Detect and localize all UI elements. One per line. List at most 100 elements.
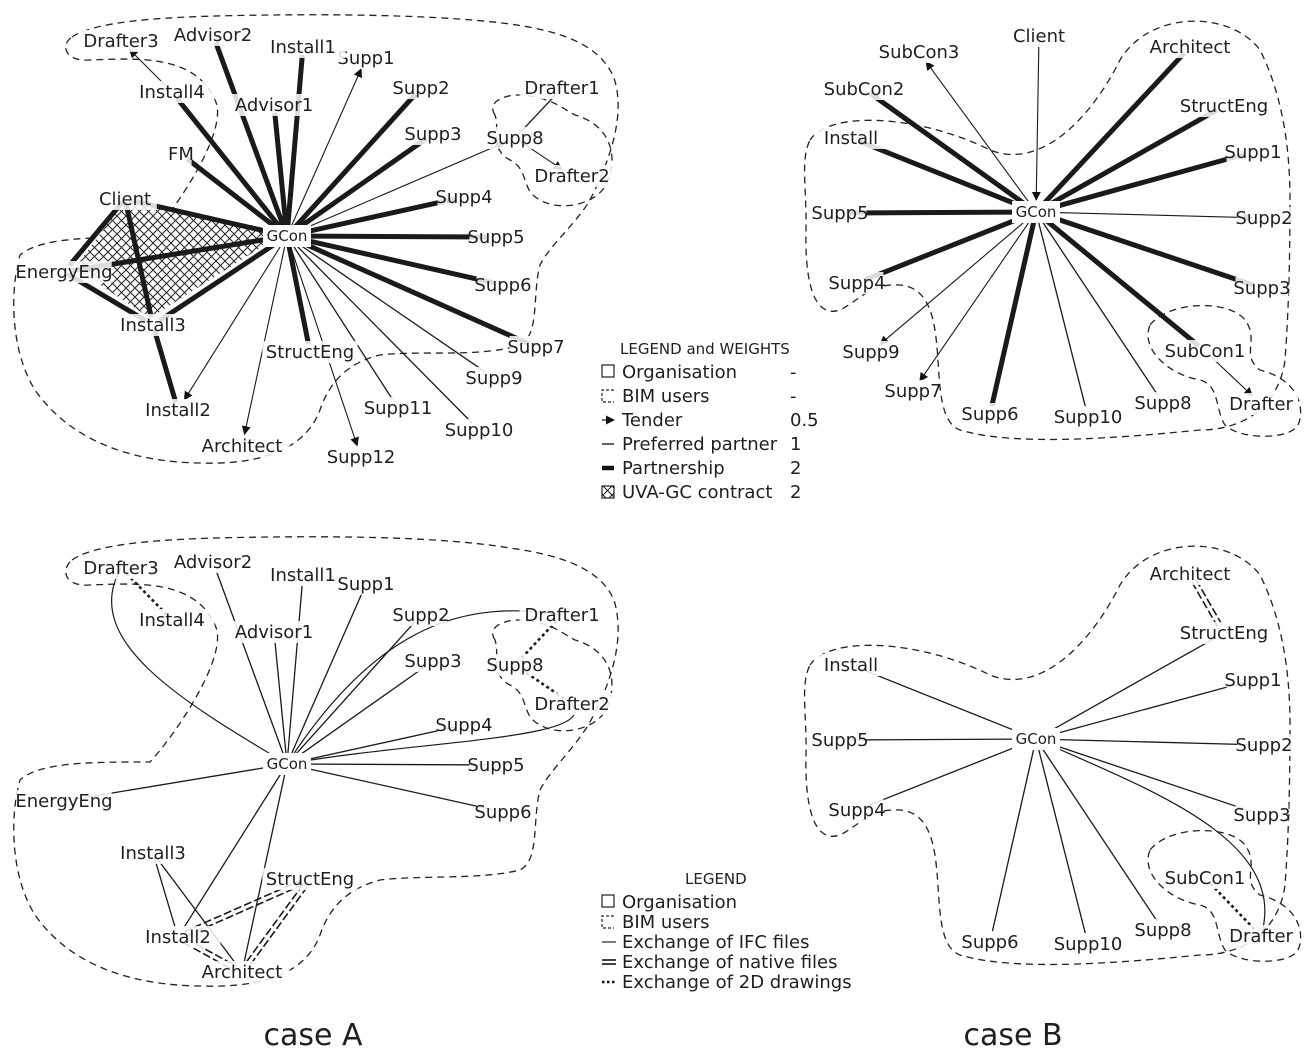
node-label-drafter1: Drafter1 bbox=[524, 78, 599, 99]
tender-edge bbox=[241, 241, 287, 436]
node-label-bg bbox=[135, 926, 221, 948]
drawing-exchange-edge bbox=[1209, 882, 1257, 932]
partnership-edge bbox=[151, 328, 179, 404]
node-label-supp4: Supp4 bbox=[828, 800, 885, 821]
ifc-exchange-edge bbox=[110, 567, 288, 765]
legend-item-label: Preferred partner bbox=[622, 434, 778, 455]
legend-item-label: Organisation bbox=[622, 362, 737, 383]
node-label-bg bbox=[1237, 207, 1291, 229]
node-label-bg bbox=[1226, 669, 1280, 691]
node-label-bg bbox=[476, 274, 530, 296]
node-label-structeng: StructEng bbox=[1180, 96, 1268, 117]
ifc-exchange-edge bbox=[849, 738, 1033, 741]
legend-item-weight: - bbox=[790, 386, 797, 407]
node-label-supp3: Supp3 bbox=[404, 651, 461, 672]
node-label-advisor2: Advisor2 bbox=[174, 552, 252, 573]
partnership-edge bbox=[213, 41, 288, 234]
drawing-exchange-edge bbox=[125, 572, 168, 616]
node-label-bg bbox=[1056, 933, 1120, 955]
node-label-bg bbox=[194, 435, 290, 457]
ifc-exchange-edge bbox=[1039, 739, 1253, 813]
node-label-bg bbox=[813, 127, 889, 149]
partnership-edge bbox=[288, 136, 428, 236]
node-label-bg bbox=[881, 41, 957, 63]
node-label-structeng: StructEng bbox=[266, 869, 354, 890]
native-exchange-edge bbox=[248, 886, 308, 968]
partnership-edge bbox=[1036, 51, 1187, 211]
uva-gc-contract-icon bbox=[601, 485, 615, 499]
legend-item-weight: 2 bbox=[790, 482, 801, 503]
node-label-structeng: StructEng bbox=[266, 342, 354, 363]
node-label-supp10: Supp10 bbox=[1054, 934, 1123, 955]
bim-region-case-b2-subcon bbox=[1147, 829, 1302, 962]
legend-item-weight: - bbox=[790, 362, 797, 383]
organisation-icon bbox=[601, 894, 615, 908]
ifc-exchange-edge bbox=[991, 742, 1036, 933]
node-label-supp3: Supp3 bbox=[1233, 805, 1290, 826]
tender-edge bbox=[1031, 41, 1041, 201]
tender-edge bbox=[925, 60, 1033, 208]
node-label-supp9: Supp9 bbox=[842, 342, 899, 363]
partnership-edge bbox=[290, 234, 496, 286]
node-label-bg bbox=[231, 94, 317, 116]
legend-item-label: Exchange of native files bbox=[622, 952, 837, 973]
node-label-bg bbox=[406, 123, 460, 145]
partnership-edge bbox=[290, 196, 457, 238]
legend-item-label: Exchange of 2D drawings bbox=[622, 972, 852, 993]
node-label-bg bbox=[469, 754, 523, 776]
node-label-drafter: Drafter bbox=[1229, 394, 1293, 415]
node-label-supp8: Supp8 bbox=[486, 128, 543, 149]
partnership-edge bbox=[272, 112, 290, 233]
node-label-bg bbox=[1235, 277, 1289, 299]
legend-exchange-title: LEGEND bbox=[685, 870, 747, 888]
node-label-bg bbox=[844, 341, 898, 363]
legend-weights: LEGEND and WEIGHTS Organisation - BIM us… bbox=[601, 340, 819, 503]
ifc-exchange-edge bbox=[289, 666, 426, 763]
node-label-bg bbox=[488, 654, 542, 676]
legend-item-label: Exchange of IFC files bbox=[622, 932, 810, 953]
bim-region-case-a2-top bbox=[13, 536, 619, 987]
partnership-edge bbox=[857, 138, 1034, 213]
node-label-bg bbox=[170, 551, 256, 573]
nodes-case-b-exchange: GCon Architect StructEng Install Supp1 Supp5 S… bbox=[811, 563, 1299, 955]
partnership-edge bbox=[67, 200, 125, 268]
node-label-bg bbox=[231, 621, 317, 643]
node-label-bg bbox=[194, 961, 290, 983]
node-label-install3: Install3 bbox=[120, 843, 186, 864]
legend-exchange: LEGEND Organisation BIM users Exchange o… bbox=[601, 870, 852, 993]
node-label-supp1: Supp1 bbox=[1224, 142, 1281, 163]
caption-case-a: case A bbox=[263, 1018, 363, 1053]
node-label-drafter1: Drafter1 bbox=[524, 605, 599, 626]
node-label-bg bbox=[437, 714, 491, 736]
node-label-client: Client bbox=[99, 189, 151, 210]
node-label-bg bbox=[813, 729, 867, 751]
ifc-exchange-edge bbox=[860, 668, 1033, 739]
node-label-install1: Install1 bbox=[270, 565, 336, 586]
node-label-bg bbox=[16, 790, 112, 812]
node-label-supp4: Supp4 bbox=[435, 715, 492, 736]
partnership-edge bbox=[285, 239, 311, 345]
node-label-bg bbox=[170, 24, 256, 46]
node-label-bg bbox=[1235, 804, 1289, 826]
node-label-bg bbox=[260, 36, 346, 58]
node-label-architect: Architect bbox=[1150, 37, 1231, 58]
node-label-supp5: Supp5 bbox=[811, 730, 868, 751]
bim-region-case-a-top bbox=[13, 14, 619, 464]
legend-item-weight: 0.5 bbox=[790, 410, 819, 431]
partnership-edge bbox=[284, 54, 305, 233]
node-label-bg bbox=[886, 380, 940, 402]
node-label-supp12: Supp12 bbox=[327, 447, 396, 468]
node-label-bg bbox=[813, 202, 867, 224]
ifc-exchange-edge bbox=[243, 767, 287, 963]
node-label-bg bbox=[78, 30, 164, 52]
ifc-exchange-edge bbox=[866, 739, 1033, 807]
node-label-bg bbox=[813, 654, 889, 676]
node-label-install: Install bbox=[824, 128, 878, 149]
node-label-bg bbox=[1142, 563, 1238, 585]
node-label-supp2: Supp2 bbox=[1235, 735, 1292, 756]
uva-gc-contract-region bbox=[75, 200, 285, 318]
node-label-drafter3: Drafter3 bbox=[83, 31, 158, 52]
node-label-bg bbox=[447, 419, 511, 441]
nodes-case-b-contracts: GCon Client SubCon3 SubCon2 Install Supp5 Supp… bbox=[811, 25, 1299, 428]
